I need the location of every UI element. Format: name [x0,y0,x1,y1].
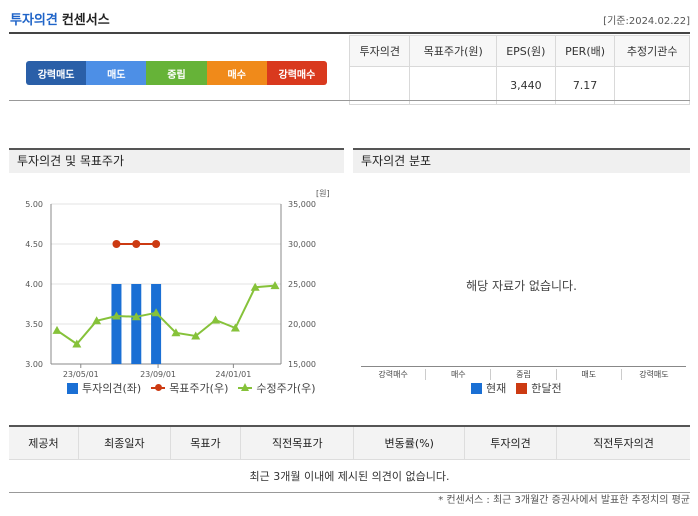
summary-header: 목표주가(원) [409,35,497,67]
broker-detail-table: 제공처 최종일자 목표가 직전목표가 변동률(%) 투자의견 직전투자의견 최근 3개월 이… [9,425,690,493]
opinion-bar [151,284,162,364]
chart-plot: 5.00 4.50 4.00 3.50 3.00 35,000 30,000 25,000 20… [25,200,316,379]
right-axis-tick: 30,000 [288,240,316,249]
summary-divider [9,100,690,101]
detail-header: 제공처 [9,425,79,460]
adjusted-price-point [171,328,181,337]
distribution-category-label: 매수 [425,369,490,380]
legend-label: 목표주가(우) [169,382,229,395]
target-price-point [152,240,161,248]
detail-header: 투자의견 [464,425,557,460]
opinion-bar [111,284,122,364]
legend-item: 수정주가(우) [238,380,316,396]
legend-label: 한달전 [531,382,562,395]
distribution-category-label: 강력매수 [378,370,408,379]
detail-header: 직전목표가 [240,425,354,460]
summary-header: 투자의견 [348,35,411,67]
consensus-scale-bar: 강력매도 매도 중립 매수 강력매수 [26,61,327,85]
adjusted-price-point [52,325,62,334]
summary-cell: 7.17 [554,66,616,105]
title-main: 투자의견 [10,13,58,28]
adjusted-price-point [151,308,161,317]
adjusted-price-point [72,339,82,348]
distribution-baseline [361,366,686,367]
adjusted-price-point [111,311,121,320]
adjusted-price-point [270,281,280,290]
adjusted-price-point [191,331,201,340]
right-axis-tick: 20,000 [288,320,316,329]
x-axis-tick: 23/05/01 [63,370,99,379]
right-panel-header: 투자의견 분포 [353,148,690,173]
chart-legend: 투자의견(좌) 목표주가(우) 수정주가(우) [67,380,316,396]
left-axis-tick: 4.50 [25,240,43,249]
left-axis-tick: 3.50 [25,320,43,329]
detail-header: 목표가 [169,425,241,460]
opinion-distribution-chart: 해당 자료가 없습니다. 강력매수 매수 중립 매도 강력매도 현재 한달전 [353,173,690,403]
title-sub: 컨센서스 [61,13,110,28]
summary-header: 추정기관수 [614,35,690,67]
consensus-summary-table: 투자의견 목표주가(원) EPS(원) PER(배) 추정기관수 3,440 7.17 [348,35,690,105]
legend-item: 투자의견(좌) [67,380,141,396]
left-panel-header: 투자의견 및 목표주가 [9,148,344,173]
consensus-segment: 강력매수 [266,61,327,85]
opinion-bar [131,284,142,364]
detail-header: 변동률(%) [353,425,465,460]
summary-header: PER(배) [554,35,616,67]
header-divider [9,32,690,34]
distribution-category-label: 중립 [490,369,555,380]
legend-swatch [516,382,528,394]
left-axis-tick: 5.00 [25,200,43,209]
summary-cell [409,66,497,105]
adjusted-price-point [131,312,141,321]
right-axis-tick: 35,000 [288,200,316,209]
consensus-segment: 강력매도 [26,61,87,85]
adjusted-price-point [250,282,260,291]
left-axis-tick: 4.00 [25,280,43,289]
opinion-target-chart: [원] 5.00 4.50 4.00 3.50 3.00 35,000 30,000 25,0… [9,173,344,403]
summary-cell [614,66,690,105]
footnote: * 컨센서스 : 최근 3개월간 증권사에서 발표한 추정치의 평균 [438,495,690,506]
x-axis-tick: 23/09/01 [140,370,176,379]
page-title: 투자의견 컨센서스 [10,9,110,28]
legend-swatch [67,382,78,394]
right-axis-tick: 15,000 [288,360,316,369]
distribution-categories: 강력매수 매수 중립 매도 강력매도 [361,369,686,380]
legend-item: 목표주가(우) [151,380,228,396]
legend-label: 투자의견(좌) [82,382,142,395]
consensus-segment: 중립 [146,61,207,85]
legend-label: 현재 [486,382,507,395]
adjusted-price-line [56,284,276,346]
left-axis-tick: 3.00 [25,360,43,369]
adjusted-price-point [92,316,102,325]
right-axis-tick: 25,000 [288,280,316,289]
target-price-point [112,240,121,248]
legend-swatch [471,382,482,394]
adjusted-price-point [211,315,221,324]
distribution-legend: 현재 한달전 [471,380,562,396]
legend-label: 수정주가(우) [256,382,316,395]
target-price-point [132,240,141,248]
legend-item: 현재 [471,380,506,396]
detail-header: 직전투자의견 [555,425,690,460]
summary-cell [348,66,411,105]
consensus-segment: 매도 [86,61,147,85]
summary-header: EPS(원) [495,35,556,67]
adjusted-price-point [230,323,240,332]
legend-swatch [238,383,253,391]
consensus-segment: 매수 [206,61,267,85]
x-axis-tick: 24/01/01 [215,370,251,379]
distribution-category-label: 매도 [555,369,621,380]
no-data-message: 해당 자료가 없습니다. [466,279,577,293]
right-axis-unit: [원] [316,189,330,198]
legend-item: 한달전 [516,380,562,396]
no-opinion-message: 최근 3개월 이내에 제시된 의견이 없습니다. [9,459,690,493]
distribution-category-label: 강력매도 [620,369,686,380]
legend-swatch [151,384,166,391]
reference-date: [기준:2024.02.22] [603,16,690,27]
detail-header: 최종일자 [77,425,171,460]
summary-cell: 3,440 [495,66,556,105]
